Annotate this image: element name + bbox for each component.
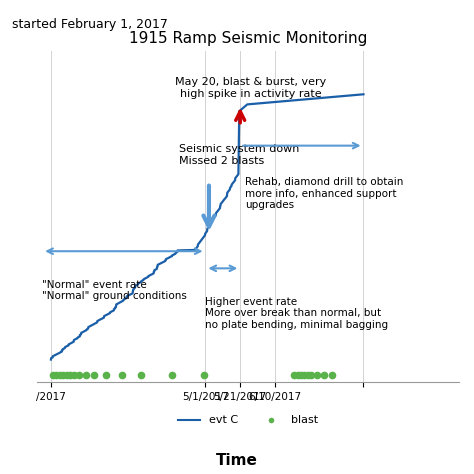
Text: Seismic system down
Missed 2 blasts: Seismic system down Missed 2 blasts — [180, 144, 300, 165]
Legend: evt C, blast: evt C, blast — [173, 411, 323, 430]
Text: Time: Time — [216, 453, 258, 467]
Text: May 20, blast & burst, very
high spike in activity rate: May 20, blast & burst, very high spike i… — [175, 77, 326, 99]
Text: Higher event rate
More over break than normal, but
no plate bending, minimal bag: Higher event rate More over break than n… — [205, 297, 389, 330]
Text: "Normal" event rate
"Normal" ground conditions: "Normal" event rate "Normal" ground cond… — [42, 280, 187, 301]
Text: Rehab, diamond drill to obtain
more info, enhanced support
upgrades: Rehab, diamond drill to obtain more info… — [246, 177, 404, 210]
Text: started February 1, 2017: started February 1, 2017 — [12, 18, 168, 31]
Title: 1915 Ramp Seismic Monitoring: 1915 Ramp Seismic Monitoring — [129, 31, 367, 46]
